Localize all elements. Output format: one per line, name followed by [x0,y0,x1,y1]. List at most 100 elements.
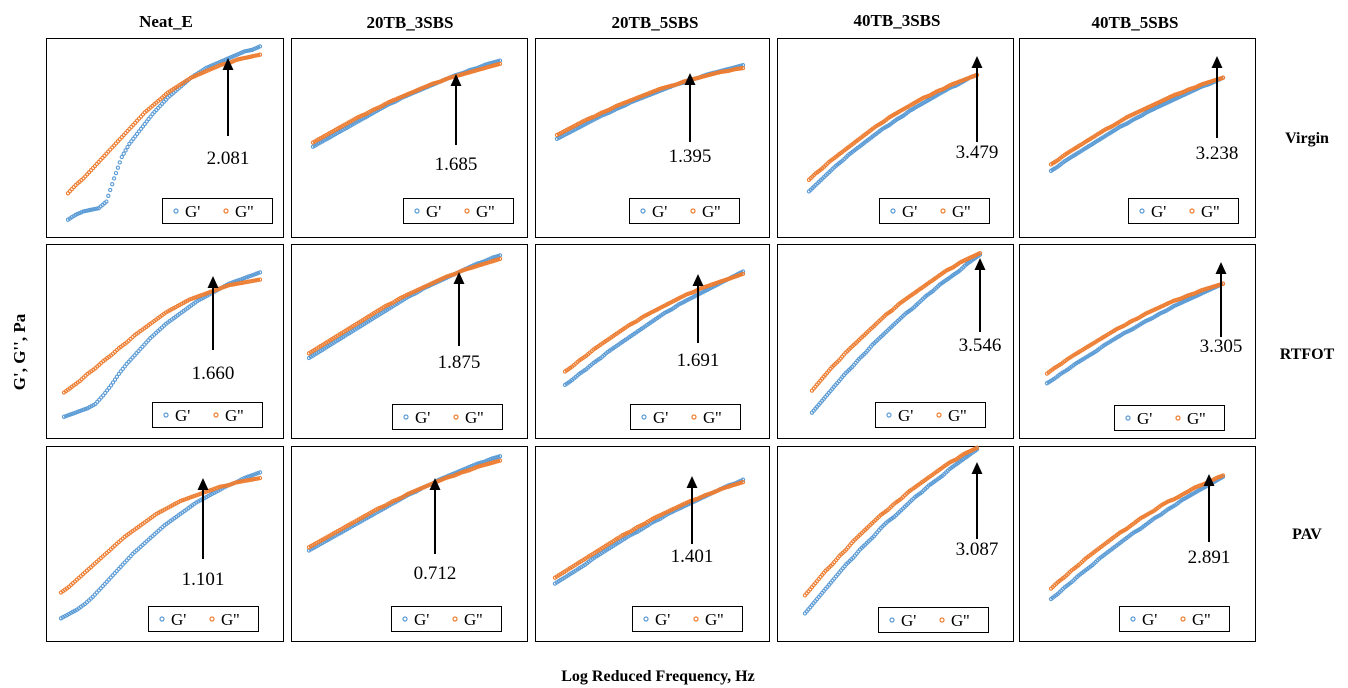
data-point [488,259,493,265]
data-point [436,79,441,85]
legend-label-g-prime: G' [415,408,430,427]
legend-box [392,404,503,430]
legend-box [878,607,989,633]
data-point [136,129,142,134]
data-point [238,56,243,61]
legend-label-g-double-prime: G'' [1201,202,1219,221]
data-point [234,57,240,62]
data-point [81,209,86,214]
data-point [221,62,226,67]
legend: G' G'' [1114,405,1225,431]
data-point [740,65,746,71]
data-point [125,144,130,150]
data-point [482,261,487,266]
data-point [213,64,218,70]
legend-label-g-double-prime: G'' [464,610,482,629]
series-g-prime [65,44,263,222]
data-point [251,472,257,477]
crossover-value-label: 1.685 [435,154,478,175]
data-point [737,66,742,71]
data-point [257,470,263,475]
y-axis-label: G', G'', Pa [10,313,29,390]
data-point [694,76,699,81]
panel-rtfot-20tb-3sbs: 1.875 G' G'' [291,244,528,439]
crossover-value-label: 1.401 [671,546,714,567]
data-point [492,63,497,68]
panel-rtfot-40tb-3sbs: 3.546 G' G'' [777,244,1014,439]
data-point [236,281,241,286]
legend-marker-g-prime [403,414,409,420]
legend: G' G'' [152,402,263,428]
legend-marker-g-prime [173,208,179,214]
data-point [247,477,253,483]
panel-rtfot-neat-e: 1.660 G' G'' [46,244,284,439]
data-point [495,458,501,464]
data-point [248,48,253,53]
legend-marker-g-prime [1139,208,1145,214]
data-point [104,388,110,393]
data-point [108,383,114,388]
panel-virgin-40tb-5sbs: 3.238 G' G'' [1019,38,1256,238]
panel-pav-40tb-3sbs: 3.087 G' G'' [777,445,1014,642]
panel-pav-neat-e: 1.101 G' G'' [46,446,284,642]
data-point [253,471,259,476]
data-point [1220,75,1226,80]
legend-box [630,404,741,430]
legend-marker-g-prime [886,412,892,418]
data-point [716,70,721,75]
data-point [244,48,249,54]
panels-grid: 2.081 G' G'' 1.685 G' G'' 1.395 G' G'' 3.479 G' G''… [46,38,1256,642]
legend: G' G'' [630,404,741,430]
data-point [733,66,738,72]
data-point [232,53,238,58]
data-point [123,148,128,153]
data-point [182,497,187,502]
data-point [236,57,242,62]
data-point [212,486,217,492]
data-point [214,486,219,491]
series-g-double-prime [306,256,503,356]
crossover-arrow-head [1215,262,1227,274]
row-label-pav: PAV [1292,526,1322,543]
data-point [257,270,263,275]
data-point [249,477,255,482]
series-g-double-prime [310,61,503,145]
data-point [465,266,470,272]
crossover-value-label: 1.660 [192,363,235,384]
legend-marker-g-double-prime [213,412,219,418]
data-point [219,62,224,67]
data-point [248,273,253,279]
crossover-arrow-head [1211,56,1223,68]
data-point [204,69,209,74]
legend: G' G'' [162,198,273,224]
data-point [232,282,237,287]
data-point [471,68,476,74]
data-point [240,280,245,285]
column-title-neat-e: Neat_E [139,12,193,31]
series-g-double-prime [554,65,746,138]
data-point [242,49,247,54]
legend-label-g-double-prime: G'' [952,202,970,221]
data-point [186,496,191,501]
data-point [666,84,671,89]
data-point [430,81,435,86]
legend-label-g-double-prime: G'' [476,202,494,221]
data-point [492,455,497,461]
data-point [199,293,204,298]
data-point [242,55,247,61]
data-point [244,279,249,285]
legend-marker-g-prime [643,616,649,622]
legend-box [1128,198,1239,224]
data-point [83,208,88,214]
panel-virgin-neat-e: 2.081 G' G'' [46,38,284,238]
crossover-arrow-head [686,476,698,488]
crossover-arrow-head [971,462,983,474]
legend-marker-g-prime [890,208,896,214]
legend: G' G'' [879,198,990,224]
legend-box [1114,405,1225,431]
data-point [113,170,119,176]
crossover-value-label: 1.101 [182,569,225,590]
data-point [242,280,247,285]
legend: G' G'' [403,198,514,224]
legend-marker-g-prime [641,414,647,420]
